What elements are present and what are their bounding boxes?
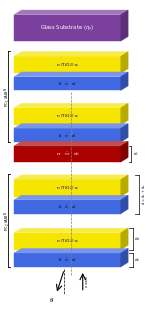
Text: n (TiO$_2$) a: n (TiO$_2$) a: [56, 61, 79, 69]
Polygon shape: [14, 52, 128, 56]
Text: k   $\bar{n}$   d: k $\bar{n}$ d: [58, 132, 77, 139]
Polygon shape: [121, 141, 128, 162]
Polygon shape: [121, 52, 128, 73]
Text: k   $\bar{n}$   d: k $\bar{n}$ d: [58, 203, 77, 210]
Bar: [14, 128, 121, 142]
Polygon shape: [121, 175, 128, 197]
Text: d = d$_a$ + d$_b$: d = d$_a$ + d$_b$: [140, 183, 148, 205]
Polygon shape: [121, 195, 128, 214]
Text: d$_a$: d$_a$: [134, 235, 141, 243]
Text: $\theta_i$: $\theta_i$: [49, 296, 55, 305]
Text: n (TiO$_2$) a: n (TiO$_2$) a: [56, 184, 79, 192]
Bar: [14, 56, 121, 73]
Polygon shape: [14, 249, 128, 253]
Text: d$_b$: d$_b$: [134, 256, 141, 264]
Polygon shape: [121, 72, 128, 90]
Text: n (TiO$_2$) a: n (TiO$_2$) a: [56, 112, 79, 120]
Polygon shape: [14, 141, 128, 146]
Polygon shape: [121, 228, 128, 250]
Polygon shape: [14, 195, 128, 200]
Polygon shape: [121, 10, 128, 41]
Polygon shape: [14, 175, 128, 179]
Bar: [14, 179, 121, 197]
Polygon shape: [121, 124, 128, 142]
Polygon shape: [14, 228, 128, 233]
Polygon shape: [14, 103, 128, 108]
Polygon shape: [121, 249, 128, 267]
Bar: [14, 15, 121, 41]
Text: k   $\bar{n}$   d: k $\bar{n}$ d: [58, 80, 77, 87]
Text: k   $\bar{n}$   d: k $\bar{n}$ d: [58, 256, 77, 263]
Text: z axis: z axis: [85, 276, 89, 287]
Polygon shape: [121, 103, 128, 125]
Text: Glass Substrate ($\eta_s$): Glass Substrate ($\eta_s$): [40, 23, 95, 32]
Polygon shape: [14, 10, 128, 15]
Bar: [14, 76, 121, 90]
Polygon shape: [14, 72, 128, 76]
Bar: [14, 233, 121, 250]
Bar: [14, 200, 121, 214]
Polygon shape: [14, 124, 128, 128]
Text: PC$_1$ (AB)$^N$: PC$_1$ (AB)$^N$: [2, 86, 12, 107]
Bar: [14, 108, 121, 125]
Bar: [14, 146, 121, 162]
Bar: [14, 253, 121, 267]
Text: n (TiO$_2$) a: n (TiO$_2$) a: [56, 237, 79, 245]
Text: d$_c$: d$_c$: [133, 150, 139, 158]
Text: PC$_2$ (AB)$^N$: PC$_2$ (AB)$^N$: [2, 210, 12, 231]
Text: n$_c$   $\bar{n}_c$   d$_c$: n$_c$ $\bar{n}_c$ d$_c$: [55, 150, 80, 158]
